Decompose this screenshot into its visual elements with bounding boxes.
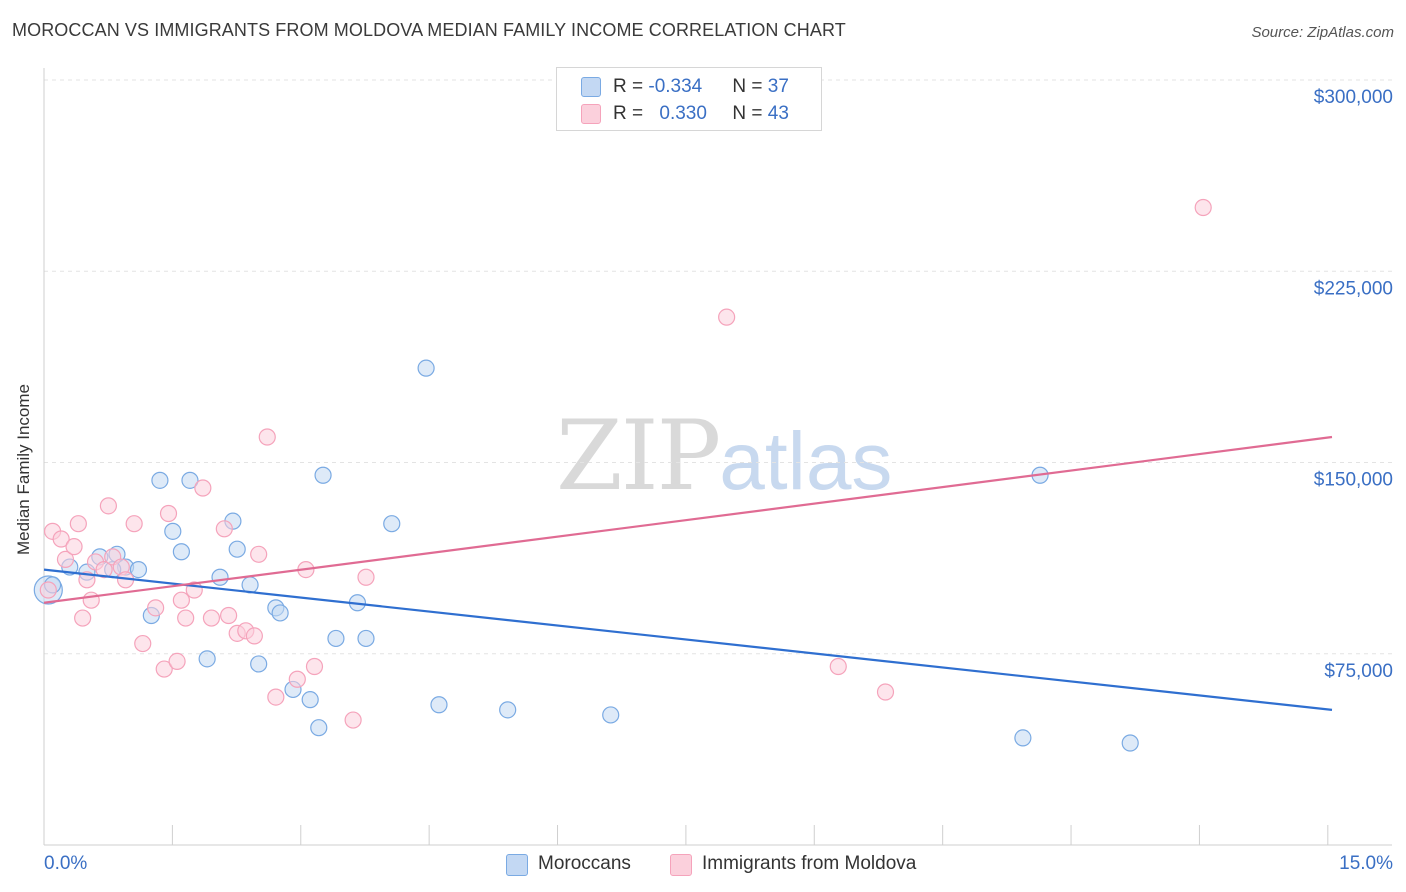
point-moroccans — [151, 471, 169, 489]
point-moldova — [95, 560, 113, 579]
point-moldova — [288, 670, 306, 688]
point-moroccans — [181, 471, 199, 489]
trend-line-moldova — [43, 435, 1333, 604]
bottom-legend-label: Moroccans — [538, 853, 631, 874]
data-points — [33, 198, 1212, 752]
point-moroccans — [164, 522, 182, 540]
point-moldova — [245, 627, 263, 645]
y-tick-label: $150,000 — [1314, 470, 1393, 491]
point-moldova — [215, 520, 233, 538]
legend-r-value: 0.330 — [659, 103, 707, 124]
legend-text: R = 0.330 N = 43 — [613, 103, 789, 124]
point-moldova — [155, 660, 173, 678]
point-moldova — [99, 497, 118, 515]
point-moroccans — [228, 540, 246, 558]
point-moroccans — [271, 604, 289, 622]
point-moldova — [82, 591, 100, 609]
point-moldova — [876, 683, 895, 701]
watermark-atlas: atlas — [719, 416, 893, 507]
point-moldova — [220, 606, 238, 625]
chart-title: MOROCCAN VS IMMIGRANTS FROM MOLDOVA MEDI… — [12, 20, 846, 40]
point-moldova — [168, 652, 186, 671]
point-moldova — [159, 504, 178, 523]
x-tick-label: 0.0% — [44, 853, 87, 874]
axes — [43, 68, 1392, 846]
point-moroccans — [383, 515, 401, 533]
point-moldova — [147, 599, 165, 617]
point-moroccans — [1014, 729, 1032, 747]
point-moldova — [177, 609, 195, 627]
y-tick-label: $300,000 — [1314, 87, 1393, 108]
point-moroccans — [430, 696, 448, 714]
point-moroccans — [211, 568, 229, 586]
stats-legend: R = -0.334 N = 37 R = 0.330 N = 43 — [556, 67, 822, 131]
point-moldova — [56, 550, 75, 569]
point-moldova — [357, 568, 375, 586]
point-moldova — [1194, 198, 1212, 217]
y-axis-label: Median Family Income — [14, 383, 33, 555]
point-moldova — [65, 538, 83, 556]
point-moldova — [194, 479, 212, 497]
point-moldova — [52, 530, 70, 548]
point-moldova — [202, 609, 221, 627]
trend-lines — [43, 435, 1333, 711]
grid — [44, 79, 1392, 655]
tick-labels: $75,000 $150,000 $225,000 $300,000 0.0% 15.0% — [44, 87, 1393, 874]
point-moldova — [829, 657, 847, 676]
legend-r-value: -0.334 — [648, 76, 703, 97]
legend-text: R = -0.334 N = 37 — [613, 76, 789, 97]
point-moroccans — [172, 543, 190, 561]
point-moroccans — [301, 691, 319, 709]
y-tick-label: $75,000 — [1324, 661, 1393, 682]
point-moldova — [250, 545, 268, 563]
point-moldova — [172, 591, 190, 609]
legend-swatch-blue — [581, 77, 601, 97]
point-moroccans — [198, 650, 216, 668]
point-moroccans — [417, 359, 435, 377]
trend-line-moroccans — [43, 568, 1333, 711]
point-moroccans — [499, 701, 517, 719]
watermark: ZIPatlas — [556, 400, 892, 512]
point-moldova — [74, 609, 92, 627]
legend-swatch-pink — [581, 104, 601, 124]
bottom-legend-swatch-blue — [506, 854, 528, 876]
x-tick-label: 15.0% — [1339, 853, 1393, 874]
point-moroccans — [250, 655, 268, 673]
point-moldova — [258, 428, 276, 446]
legend-n-value: 43 — [767, 103, 789, 124]
bottom-legend-label: Immigrants from Moldova — [702, 853, 917, 874]
point-moldova — [344, 711, 362, 729]
point-moldova — [39, 581, 57, 599]
y-tick-label: $225,000 — [1314, 278, 1393, 299]
source-label: Source: ZipAtlas.com — [1251, 24, 1394, 41]
point-moroccans — [602, 706, 620, 724]
point-moroccans — [129, 560, 148, 579]
point-moldova — [305, 657, 324, 676]
point-moldova — [69, 515, 87, 533]
watermark-zip: ZIP — [556, 400, 721, 512]
point-moroccans — [357, 629, 375, 648]
legend-n-value: 37 — [767, 76, 789, 97]
point-moroccans — [314, 466, 332, 484]
point-moroccans — [327, 629, 345, 648]
bottom-legend-swatch-pink — [670, 854, 692, 876]
point-moldova — [134, 634, 152, 653]
point-moroccans — [310, 719, 328, 737]
point-moldova — [267, 688, 285, 706]
point-moldova — [125, 515, 143, 533]
point-moroccans — [1121, 734, 1139, 752]
point-moldova — [718, 308, 736, 326]
